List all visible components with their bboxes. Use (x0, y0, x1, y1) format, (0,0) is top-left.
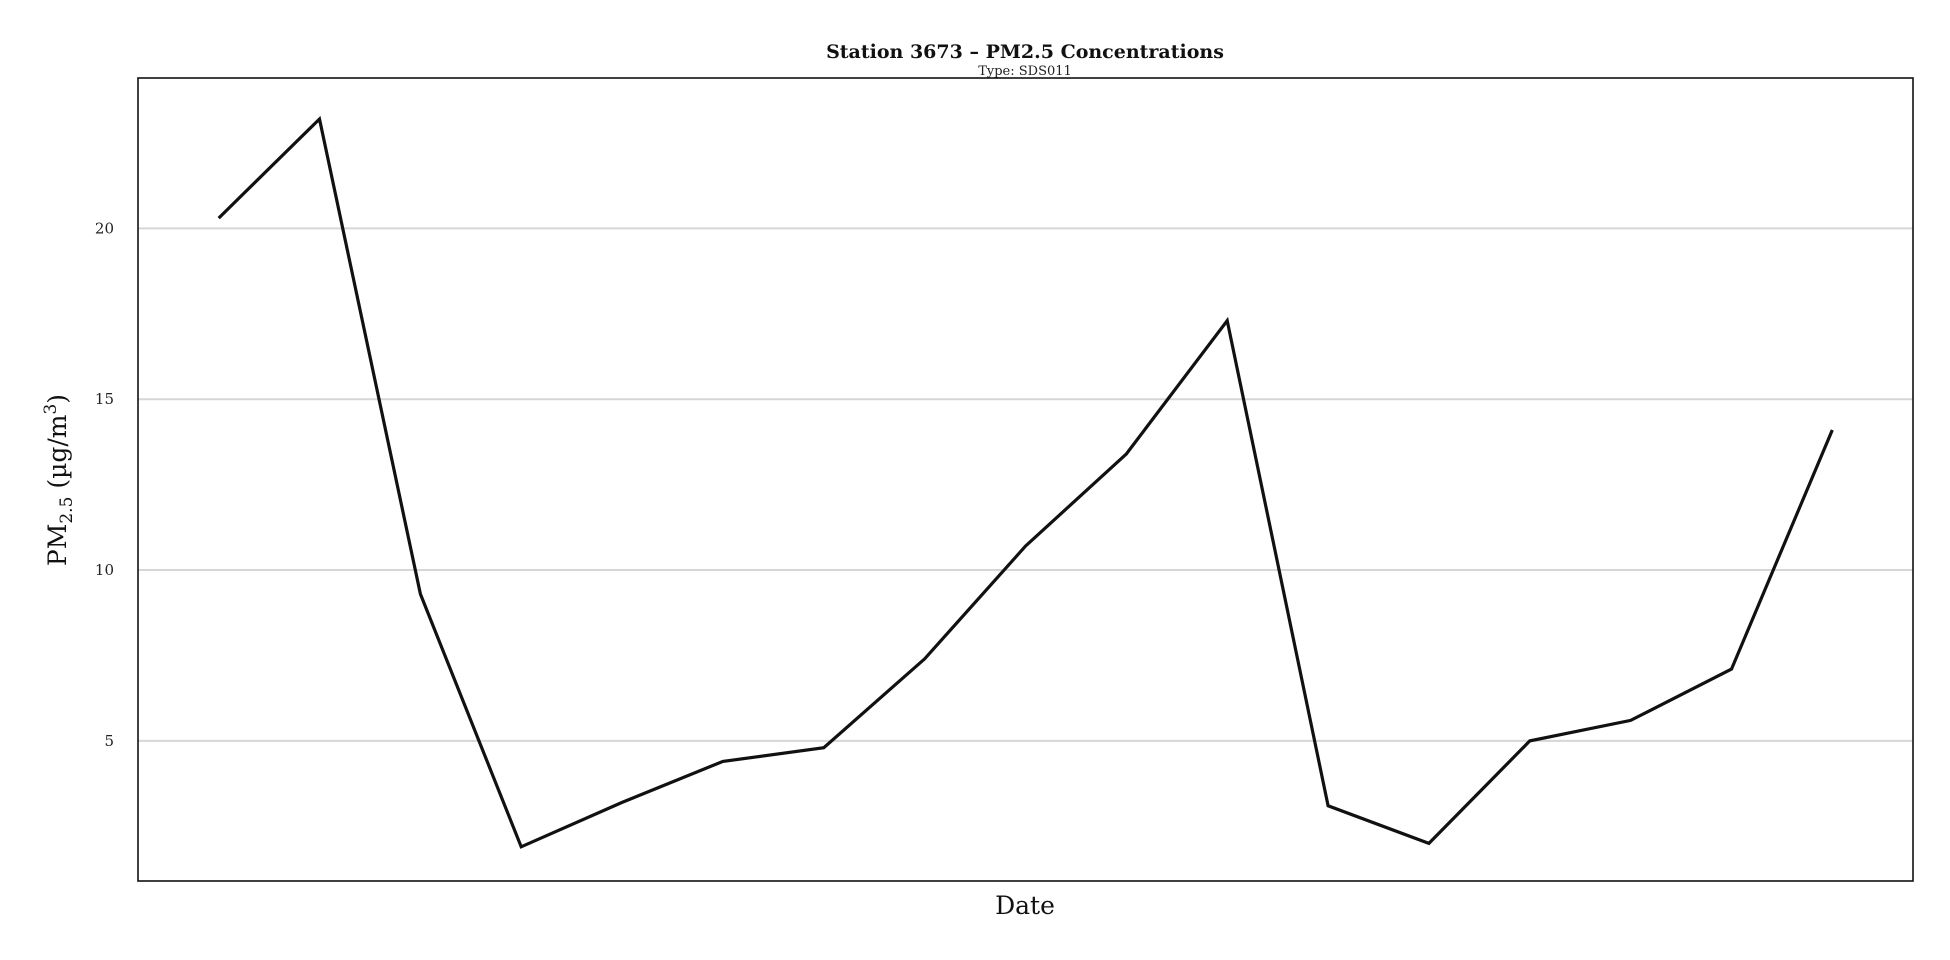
chart-subtitle: Type: SDS011 (978, 64, 1072, 79)
y-axis-title-superscript: 3 (41, 404, 61, 415)
plot-frame (137, 77, 1914, 882)
y-tick-labels: 5 10 15 20 (95, 219, 114, 750)
y-axis-title-main: PM (43, 524, 72, 566)
y-tick-label-5: 5 (104, 732, 114, 750)
y-axis-title: PM2.5 (µg/m3) (41, 394, 77, 566)
y-axis-title-close: ) (43, 394, 72, 404)
y-axis-title-unit: (µg/m (43, 414, 72, 496)
y-axis-title-subscript: 2.5 (57, 497, 77, 524)
y-tick-label-10: 10 (95, 561, 114, 579)
chart-title: Station 3673 – PM2.5 Concentrations (826, 41, 1224, 63)
series-line-0 (217, 115, 1834, 849)
grid-lines (138, 227, 1913, 742)
series-layer (217, 115, 1834, 849)
x-axis-title: Date (995, 891, 1055, 920)
y-tick-label-20: 20 (95, 219, 114, 237)
y-tick-label-15: 15 (95, 390, 114, 408)
